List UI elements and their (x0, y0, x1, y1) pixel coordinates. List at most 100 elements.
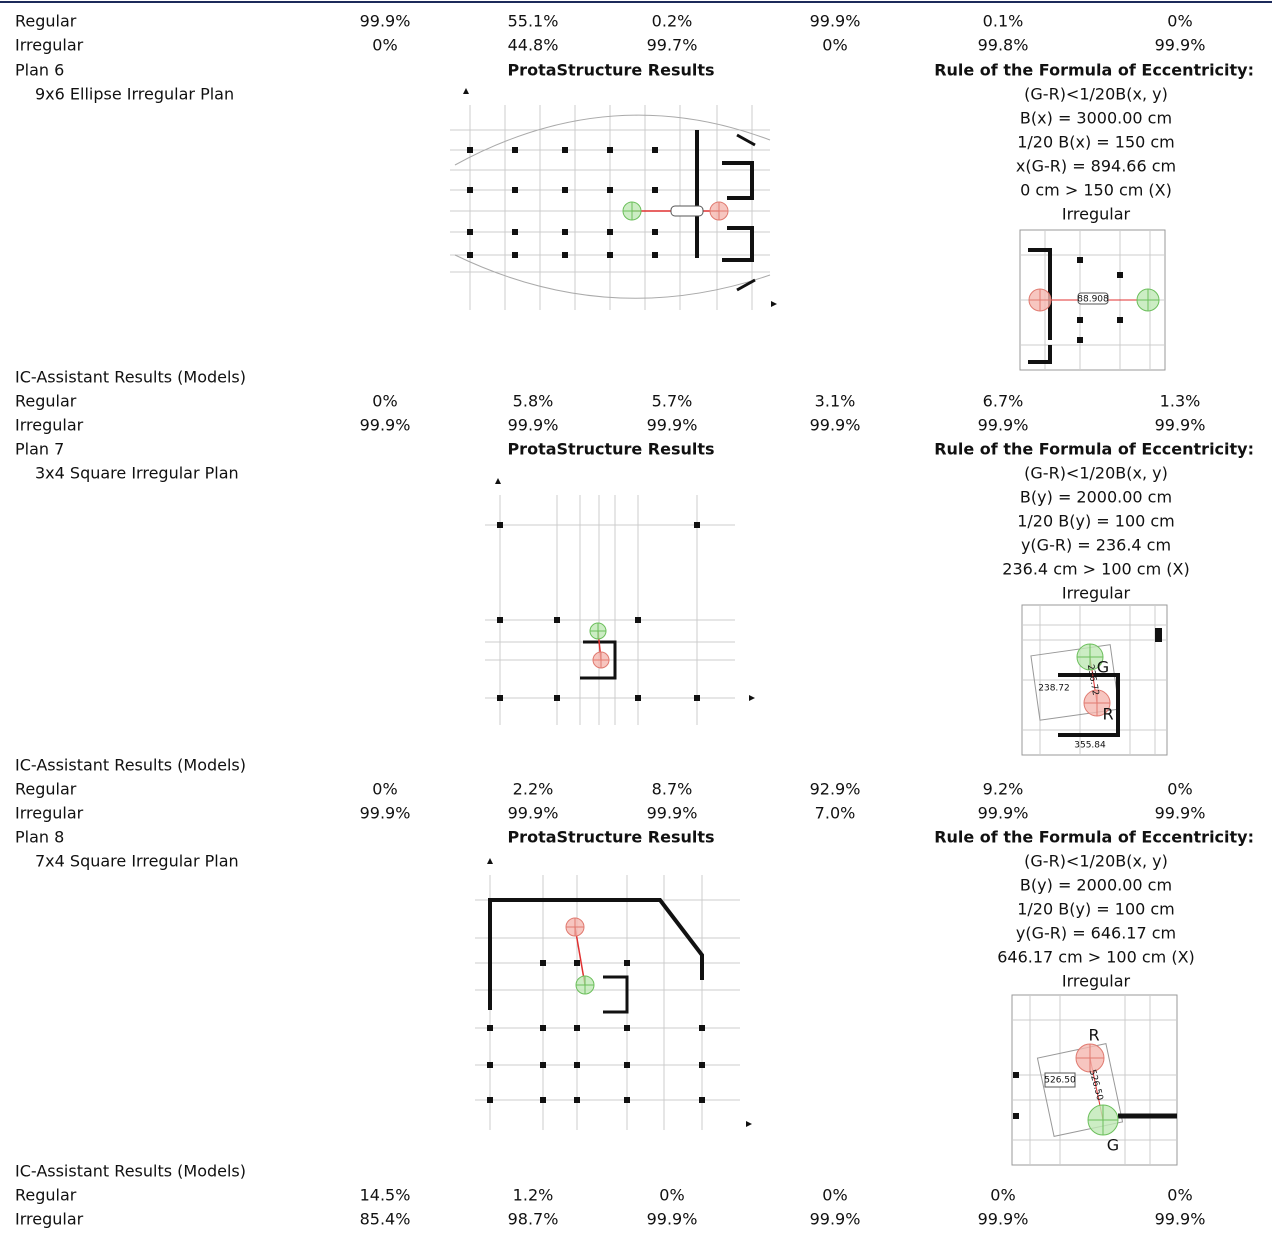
rule-line: (G-R)<1/20B(x, y) (1024, 85, 1168, 104)
software-title: ProtaStructure Results (507, 61, 714, 80)
row-label: Regular (15, 392, 77, 411)
column (467, 187, 473, 193)
detail-label: G (1107, 1136, 1119, 1155)
rule-line: (G-R)<1/20B(x, y) (1024, 852, 1168, 871)
cell-value: 99.9% (1155, 36, 1206, 55)
rule-line: (G-R)<1/20B(x, y) (1024, 464, 1168, 483)
software-title: ProtaStructure Results (507, 440, 714, 459)
column (512, 229, 518, 235)
results-title: IC-Assistant Results (Models) (15, 1162, 246, 1181)
column (635, 695, 641, 701)
cell-value: 0% (372, 780, 397, 799)
column (512, 187, 518, 193)
column (574, 960, 580, 966)
cell-value: 99.9% (647, 1210, 698, 1229)
column (467, 252, 473, 258)
column (699, 1097, 705, 1103)
column (467, 229, 473, 235)
column (562, 147, 568, 153)
wall (603, 977, 627, 1012)
column (487, 1025, 493, 1031)
rule-line: 1/20 B(y) = 100 cm (1017, 900, 1175, 919)
cell-value: 99.8% (978, 36, 1029, 55)
column (1077, 317, 1083, 323)
column (540, 1025, 546, 1031)
rule-title: Rule of the Formula of Eccentricity: (934, 828, 1254, 847)
axis-arrow (487, 858, 493, 864)
column (540, 960, 546, 966)
cell-value: 99.9% (810, 416, 861, 435)
plan-description: 3x4 Square Irregular Plan (35, 464, 239, 483)
rule-line: y(G-R) = 646.17 cm (1016, 924, 1176, 943)
rule-line: Irregular (1062, 205, 1131, 224)
rule-line: B(y) = 2000.00 cm (1020, 876, 1172, 895)
detail-label: 526.50 (1044, 1076, 1076, 1086)
column (652, 187, 658, 193)
column (624, 1062, 630, 1068)
column (467, 147, 473, 153)
cell-value: 99.9% (647, 804, 698, 823)
software-title: ProtaStructure Results (507, 828, 714, 847)
column (607, 229, 613, 235)
cell-value: 99.9% (508, 416, 559, 435)
rule-line: y(G-R) = 236.4 cm (1021, 536, 1171, 555)
row-label: Regular (15, 1186, 77, 1205)
cell-value: 3.1% (815, 392, 856, 411)
cell-value: 99.9% (360, 804, 411, 823)
cell-value: 0.2% (652, 12, 693, 31)
cell-value: 9.2% (983, 780, 1024, 799)
column (699, 1025, 705, 1031)
column (624, 960, 630, 966)
column (497, 695, 503, 701)
rule-line: 1/20 B(x) = 150 cm (1017, 133, 1175, 152)
row-label: Irregular (15, 804, 84, 823)
results-title: IC-Assistant Results (Models) (15, 756, 246, 775)
row-label: Irregular (15, 416, 84, 435)
column (562, 187, 568, 193)
rule-line: 0 cm > 150 cm (X) (1020, 181, 1172, 200)
results-title: IC-Assistant Results (Models) (15, 368, 246, 387)
cell-value: 99.9% (360, 12, 411, 31)
detail-label: G (1097, 658, 1109, 677)
cell-value: 0% (990, 1186, 1015, 1205)
cell-value: 5.7% (652, 392, 693, 411)
plan-description: 9x6 Ellipse Irregular Plan (35, 85, 234, 104)
column (607, 187, 613, 193)
column (624, 1097, 630, 1103)
cell-value: 92.9% (810, 780, 861, 799)
cell-value: 6.7% (983, 392, 1024, 411)
cell-value: 1.2% (513, 1186, 554, 1205)
row-label: Regular (15, 780, 77, 799)
column (652, 147, 658, 153)
cell-value: 0.1% (983, 12, 1024, 31)
cell-value: 0% (1167, 1186, 1192, 1205)
cell-value: 99.9% (978, 1210, 1029, 1229)
cell-value: 7.0% (815, 804, 856, 823)
column (487, 1097, 493, 1103)
rule-line: 236.4 cm > 100 cm (X) (1002, 560, 1189, 579)
detail-label: R (1102, 705, 1113, 724)
plan-name: Plan 8 (15, 828, 64, 847)
column (1117, 272, 1123, 278)
column (540, 1062, 546, 1068)
rule-title: Rule of the Formula of Eccentricity: (934, 440, 1254, 459)
column (694, 695, 700, 701)
column (562, 229, 568, 235)
cell-value: 99.9% (978, 416, 1029, 435)
rule-line: Irregular (1062, 584, 1131, 603)
cell-value: 55.1% (508, 12, 559, 31)
rule-line: B(x) = 3000.00 cm (1020, 109, 1172, 128)
cell-value: 0% (372, 36, 397, 55)
cell-value: 98.7% (508, 1210, 559, 1229)
cell-value: 0% (1167, 780, 1192, 799)
cell-value: 99.7% (647, 36, 698, 55)
wall (722, 163, 752, 198)
cell-value: 0% (372, 392, 397, 411)
column (574, 1062, 580, 1068)
cell-value: 85.4% (360, 1210, 411, 1229)
column (1155, 628, 1162, 642)
column (497, 617, 503, 623)
cell-value: 8.7% (652, 780, 693, 799)
rule-line: Irregular (1062, 972, 1131, 991)
cell-value: 0% (659, 1186, 684, 1205)
